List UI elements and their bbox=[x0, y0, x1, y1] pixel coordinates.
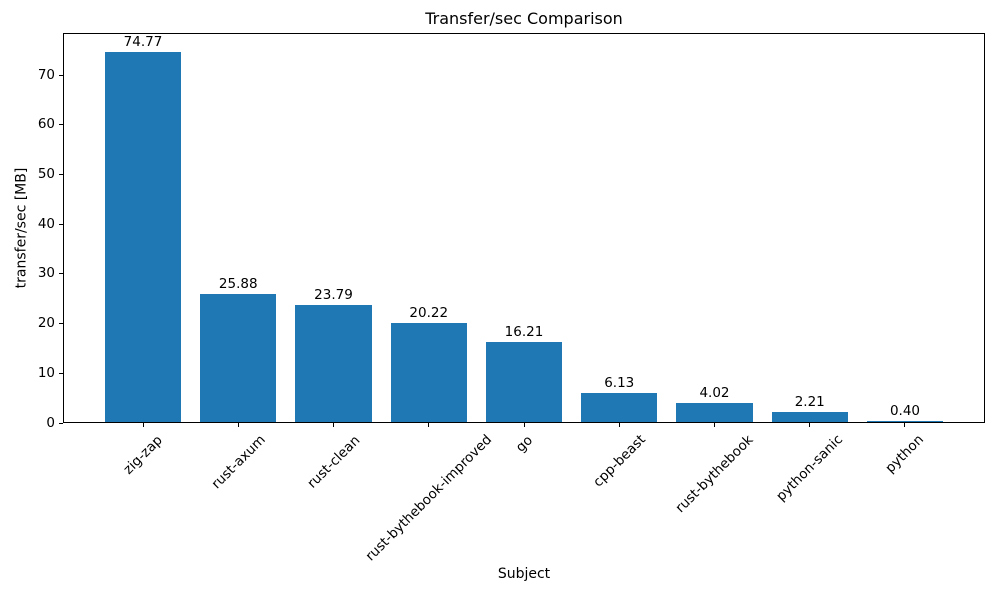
y-tick-label: 10 bbox=[37, 364, 55, 381]
bar bbox=[581, 392, 658, 423]
x-tick-mark bbox=[618, 423, 620, 427]
bar bbox=[390, 322, 467, 423]
x-tick-label: go bbox=[512, 431, 536, 456]
x-tick-label: zig-zap bbox=[120, 431, 166, 478]
bar bbox=[200, 294, 277, 423]
bar bbox=[295, 304, 372, 423]
bar-value-label: 2.21 bbox=[794, 394, 825, 411]
y-tick-label: 50 bbox=[37, 166, 55, 183]
bar-value-label: 16.21 bbox=[504, 324, 544, 341]
x-tick-label: rust-bythebook-improved bbox=[362, 431, 496, 565]
x-tick-mark bbox=[237, 423, 239, 427]
y-tick-label: 30 bbox=[37, 265, 55, 282]
bar-value-label: 74.77 bbox=[123, 33, 163, 50]
y-tick-mark bbox=[59, 323, 63, 325]
y-tick-label: 20 bbox=[37, 315, 55, 332]
bar-value-label: 20.22 bbox=[409, 304, 449, 321]
y-tick-mark bbox=[59, 422, 63, 424]
y-tick-mark bbox=[59, 124, 63, 126]
x-tick-mark bbox=[713, 423, 715, 427]
bar-value-label: 6.13 bbox=[604, 374, 635, 391]
y-tick-mark bbox=[59, 273, 63, 275]
x-tick-label: python-sanic bbox=[773, 431, 847, 505]
chart-title: Transfer/sec Comparison bbox=[425, 9, 623, 28]
x-tick-label: rust-bythebook bbox=[672, 431, 757, 517]
y-tick-label: 70 bbox=[37, 66, 55, 83]
bar-value-label: 4.02 bbox=[699, 385, 730, 402]
x-tick-label: python bbox=[882, 431, 928, 477]
bar-value-label: 0.40 bbox=[889, 403, 921, 419]
x-tick-mark bbox=[523, 423, 525, 427]
bar-value-label: 25.88 bbox=[218, 276, 258, 293]
y-tick-mark bbox=[59, 174, 63, 176]
x-tick-mark bbox=[428, 423, 430, 427]
x-axis-title: Subject bbox=[497, 566, 551, 582]
x-tick-mark bbox=[333, 423, 334, 427]
y-tick-label: 40 bbox=[37, 215, 55, 232]
y-tick-mark bbox=[59, 223, 63, 225]
y-tick-mark bbox=[59, 74, 63, 76]
y-tick-label: 0 bbox=[46, 414, 55, 431]
y-tick-mark bbox=[59, 372, 63, 374]
bar bbox=[676, 403, 753, 423]
bar-value-label: 23.79 bbox=[314, 286, 353, 303]
x-tick-label: cpp-beast bbox=[589, 431, 649, 491]
bar bbox=[771, 412, 848, 423]
y-tick-label: 60 bbox=[37, 116, 55, 133]
x-tick-label: rust-axum bbox=[208, 431, 269, 493]
x-tick-mark bbox=[142, 423, 144, 427]
bar bbox=[485, 342, 563, 423]
bar bbox=[104, 51, 182, 423]
bar bbox=[866, 421, 944, 423]
x-tick-label: rust-clean bbox=[303, 431, 364, 492]
x-tick-mark bbox=[904, 423, 906, 427]
x-tick-mark bbox=[809, 423, 811, 427]
